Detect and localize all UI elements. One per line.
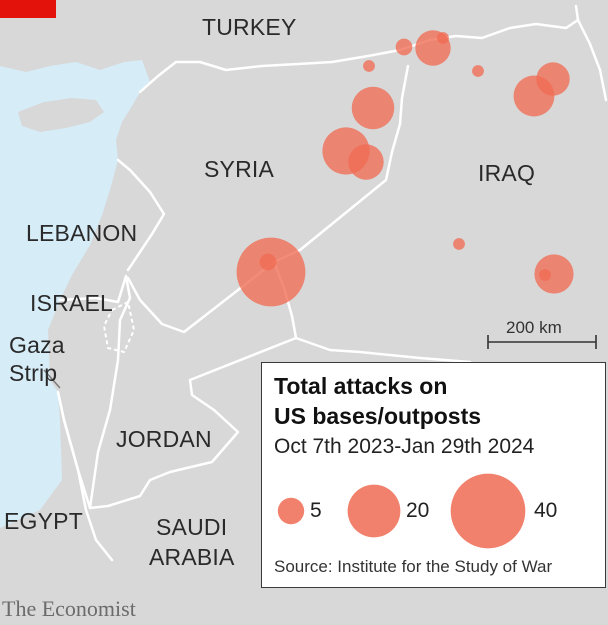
- label-lebanon: LEBANON: [26, 220, 138, 246]
- border-iraq-iran: [576, 18, 608, 102]
- cyprus: [18, 98, 104, 132]
- label-saudi-line1: SAUDI: [156, 514, 228, 540]
- label-saudi-line2: ARABIA: [149, 544, 235, 570]
- label-israel: ISRAEL: [30, 290, 114, 316]
- label-egypt: EGYPT: [4, 508, 83, 534]
- border-iraq-saudi: [294, 336, 472, 364]
- legend-value-5: 5: [310, 499, 322, 522]
- legend-title-line1: Total attacks on: [274, 373, 448, 399]
- legend-size-key: [277, 473, 526, 549]
- legend-subtitle: Oct 7th 2023-Jan 29th 2024: [274, 435, 535, 458]
- scale-bar: [487, 335, 597, 349]
- legend-value-40: 40: [534, 499, 558, 522]
- legend-circle-20: [347, 484, 401, 538]
- attack-bubble: [348, 144, 384, 180]
- label-iraq: IRAQ: [478, 160, 536, 186]
- border-syria-jordan: [126, 260, 276, 334]
- attack-bubbles: [236, 30, 574, 307]
- economist-red-tag: [0, 0, 56, 18]
- gaza-pointer: [43, 369, 61, 389]
- scale-label: 200 km: [506, 318, 562, 337]
- attack-bubble: [534, 254, 574, 294]
- legend-value-20: 20: [406, 499, 430, 522]
- legend-box: Total attacks on US bases/outposts Oct 7…: [261, 362, 606, 588]
- legend-circle-40: [450, 473, 526, 549]
- label-gaza-line2: Strip: [9, 360, 58, 386]
- label-syria: SYRIA: [204, 156, 275, 182]
- label-gaza-line1: Gaza: [9, 332, 65, 358]
- legend-circle-5: [277, 497, 305, 525]
- attack-bubble: [236, 237, 306, 307]
- legend-source: Source: Institute for the Study of War: [274, 557, 553, 576]
- border-jordan-iraq: [88, 260, 298, 510]
- legend-title: Total attacks on US bases/outposts: [274, 371, 481, 431]
- attack-bubble: [472, 65, 484, 77]
- border-syria-iraq: [272, 64, 410, 264]
- attack-bubble: [437, 32, 449, 44]
- border-egypt: [56, 390, 114, 562]
- border-syria-lebanon: [116, 158, 166, 272]
- economist-brand: The Economist: [2, 596, 136, 621]
- label-jordan: JORDAN: [116, 426, 212, 452]
- country-borders: [56, 4, 608, 562]
- label-turkey: TURKEY: [202, 14, 297, 40]
- west-bank: [102, 300, 136, 354]
- attack-bubble: [453, 238, 465, 250]
- attack-bubble: [351, 86, 395, 130]
- attack-bubble: [395, 38, 413, 56]
- attack-bubble: [363, 60, 375, 72]
- legend-title-line2: US bases/outposts: [274, 403, 482, 429]
- border-turkey-syria: [138, 4, 580, 94]
- attack-bubble: [513, 75, 555, 117]
